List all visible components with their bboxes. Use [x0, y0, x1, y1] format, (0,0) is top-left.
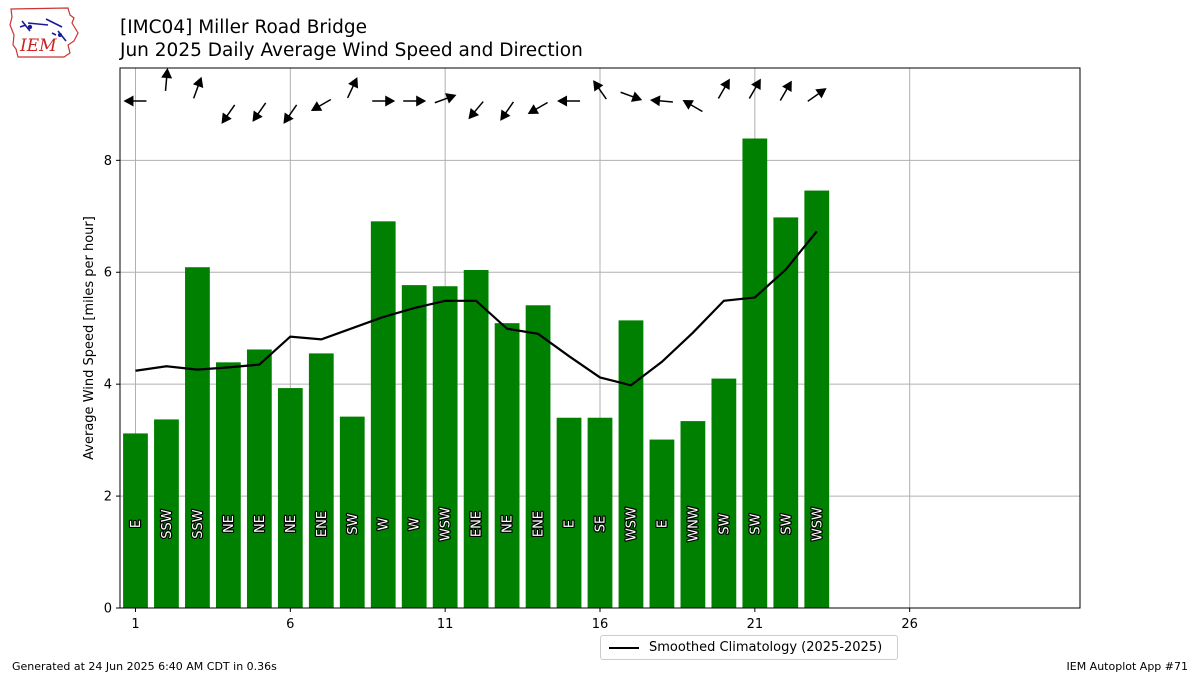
wind-arrow	[527, 101, 548, 114]
wind-arrow	[283, 104, 298, 124]
bar	[773, 217, 799, 608]
wind-arrows	[123, 68, 827, 124]
bar	[804, 190, 830, 608]
bar	[494, 323, 520, 608]
direction-label: SW	[346, 513, 361, 534]
climatology-line	[135, 230, 818, 387]
y-axis: 0 2 4 6 8	[104, 154, 120, 617]
direction-label: SSW	[160, 509, 175, 539]
wind-arrow	[221, 104, 236, 124]
legend-climatology-label: Smoothed Climatology (2025-2025)	[649, 640, 883, 655]
direction-label: NE	[501, 515, 516, 533]
direction-label: W	[408, 517, 423, 530]
direction-label: NE	[284, 515, 299, 533]
wind-arrow	[434, 93, 457, 104]
bar	[742, 138, 768, 609]
direction-label: ENE	[532, 511, 547, 537]
y-tick-label: 0	[104, 602, 112, 617]
wind-arrow	[500, 101, 515, 121]
bar	[216, 362, 241, 608]
logo-text: IEM	[19, 36, 57, 56]
direction-label: SE	[594, 516, 609, 532]
bar	[463, 270, 489, 608]
wind-arrow	[372, 95, 396, 107]
direction-label: E	[563, 520, 578, 528]
wind-arrow	[123, 95, 147, 107]
direction-label: WSW	[810, 507, 825, 541]
wind-arrow	[807, 88, 827, 102]
wind-arrow	[717, 78, 730, 99]
wind-arrow	[192, 76, 204, 99]
bar	[649, 439, 675, 608]
wind-arrow	[468, 101, 484, 120]
x-tick-label: 1	[131, 617, 139, 632]
direction-label: WNW	[686, 506, 701, 542]
bar	[680, 421, 706, 608]
direction-label: ENE	[315, 511, 330, 537]
legend: Smoothed Climatology (2025-2025)	[600, 635, 898, 660]
legend-line-swatch	[609, 646, 639, 649]
direction-labels: E SSW SSW NE NE NE ENE SW W W WSW ENE NE ENE E SE WSW E WN…	[128, 505, 827, 543]
bar	[339, 416, 365, 608]
bar	[123, 433, 148, 608]
direction-label: E	[129, 520, 144, 528]
x-tick-label: 16	[592, 617, 609, 632]
x-tick-label: 11	[437, 617, 454, 632]
direction-label: SSW	[191, 509, 206, 539]
bar	[618, 320, 644, 608]
direction-label: E	[655, 520, 670, 528]
direction-label: SW	[779, 513, 794, 534]
y-tick-label: 8	[104, 154, 112, 169]
x-tick-label: 6	[286, 617, 294, 632]
direction-label: W	[377, 517, 392, 530]
wind-arrow	[620, 91, 643, 102]
y-tick-label: 2	[104, 490, 112, 505]
bar	[370, 221, 396, 609]
wind-arrow	[161, 68, 173, 92]
wind-arrow	[779, 80, 792, 101]
bars	[123, 138, 830, 609]
x-tick-label: 26	[901, 617, 918, 632]
bar	[154, 419, 179, 608]
direction-label: NE	[222, 515, 237, 533]
wind-arrow	[682, 100, 703, 113]
direction-label: WSW	[439, 507, 454, 541]
climatology	[135, 230, 818, 387]
bar	[277, 388, 303, 608]
generated-note: Generated at 24 Jun 2025 6:40 AM CDT in …	[12, 660, 277, 673]
chart-title-line1: [IMC04] Miller Road Bridge	[120, 17, 368, 38]
direction-label: SW	[748, 513, 763, 534]
bar	[525, 305, 551, 608]
bar	[246, 349, 272, 608]
direction-label: SW	[717, 513, 732, 534]
wind-arrow	[649, 95, 673, 107]
wind-arrow	[557, 95, 581, 107]
direction-label: NE	[253, 515, 268, 533]
x-axis: 1 6 11 16 21 26	[131, 608, 918, 632]
bar	[556, 417, 582, 608]
app-note: IEM Autoplot App #71	[1066, 660, 1189, 673]
bar	[587, 417, 613, 608]
bar	[711, 378, 737, 608]
y-axis-label: Average Wind Speed [miles per hour]	[82, 216, 97, 460]
wind-arrow	[310, 98, 332, 111]
wind-arrow	[593, 80, 607, 100]
y-tick-label: 4	[104, 378, 112, 393]
direction-label: ENE	[470, 511, 485, 537]
bar	[432, 286, 458, 608]
bar	[308, 353, 334, 608]
wind-arrow	[748, 78, 761, 99]
wind-arrow	[346, 77, 359, 99]
chart-title-line2: Jun 2025 Daily Average Wind Speed and Di…	[120, 40, 583, 61]
x-tick-label: 21	[747, 617, 764, 632]
y-tick-label: 6	[104, 266, 112, 281]
bar	[185, 267, 210, 608]
bar	[401, 285, 427, 608]
wind-arrow	[403, 95, 427, 107]
iem-logo: IEM	[8, 5, 80, 63]
direction-label: WSW	[624, 507, 639, 541]
wind-arrow	[252, 102, 267, 122]
